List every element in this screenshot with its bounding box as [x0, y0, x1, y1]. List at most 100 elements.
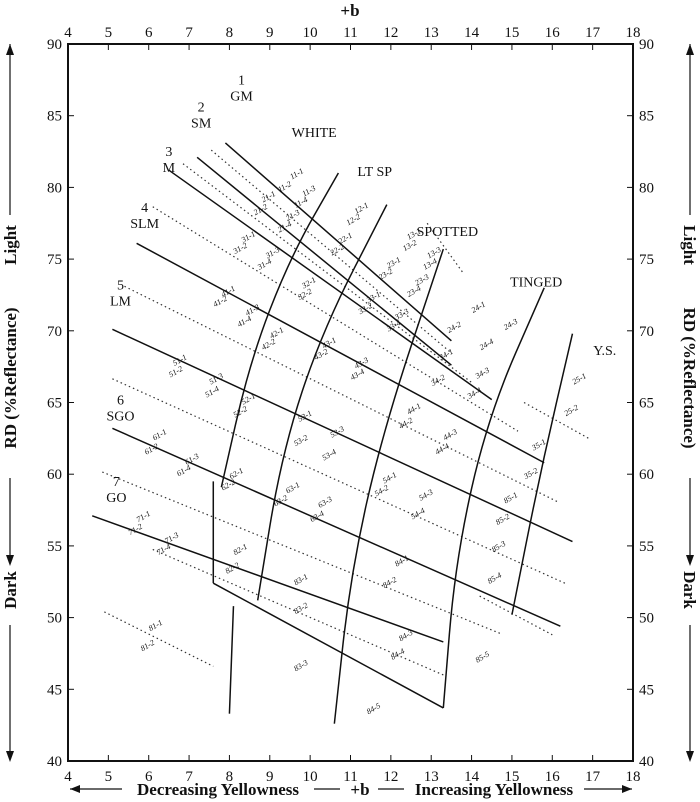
subgrade-dotted-line: [210, 149, 452, 354]
y-tick-label-right: 60: [639, 467, 654, 483]
grade-code-labels: 11-111-2 11-311-421-121-2 21-321-431-131-2…: [127, 166, 588, 716]
grade-code-label: 85-2: [494, 512, 511, 527]
grade-code-label: 24-3: [502, 317, 519, 332]
x-tick-label-bottom: 17: [585, 769, 601, 785]
right-axis-title-group: Light RD (%Reflectance) Dark: [680, 44, 699, 762]
grade-abbr-label: LM: [110, 295, 132, 310]
left-down-arrowhead: [6, 555, 14, 566]
grade-code-label: 13-2: [401, 238, 418, 253]
x-tick-label-top: 16: [545, 25, 561, 41]
grade-code-label: 44-2: [397, 416, 414, 431]
x-tick-label-top: 18: [626, 25, 641, 41]
x-tick-label-top: 14: [464, 25, 480, 41]
grade-code-label: 34-4: [465, 386, 483, 402]
grade-code-label: 24-2: [446, 320, 463, 335]
y-tick-label-right: 50: [639, 611, 654, 627]
grid-layer: [102, 149, 589, 676]
x-tick-label-top: 17: [585, 25, 601, 41]
right-axis-title: RD (%Reflectance): [680, 307, 699, 448]
bottom-axis-title-left: Decreasing Yellowness: [137, 780, 299, 799]
grade-boundary-line: [112, 328, 573, 543]
grade-code-label: 63-3: [316, 495, 333, 510]
grade-code-label: 53-2: [292, 433, 309, 448]
color-boundary-line: [442, 287, 545, 709]
x-tick-label-bottom: 12: [383, 769, 398, 785]
x-tick-label-top: 10: [303, 25, 318, 41]
x-tick-label-top: 5: [105, 25, 113, 41]
grade-code-label: 63-1: [284, 480, 301, 495]
right-up-arrowhead: [686, 44, 694, 55]
x-tick-label-bottom: 7: [185, 769, 193, 785]
bottom-left-arrowhead: [70, 785, 80, 793]
y-tick-label-right: 55: [639, 539, 654, 555]
y-tick-label-left: 85: [47, 109, 62, 125]
grade-code-label: 35-1: [529, 437, 547, 453]
subgrade-dotted-line: [112, 378, 567, 585]
bottom-axis-title-center: +b: [350, 780, 369, 799]
y-tick-label-right: 45: [639, 682, 654, 698]
subgrade-dotted-line: [523, 401, 589, 439]
y-tick-label-left: 45: [47, 682, 62, 698]
color-boundary-line: [256, 204, 388, 601]
grade-code-label: 53-4: [320, 447, 337, 462]
y-tick-label-left: 70: [47, 324, 62, 340]
grade-code-label: 25-2: [563, 403, 580, 418]
grade-code-label: 32-2: [295, 287, 313, 303]
x-tick-label-bottom: 5: [105, 769, 113, 785]
grade-number-label: 5: [117, 279, 124, 294]
grade-code-label: 71-2: [127, 522, 144, 537]
grade-boundary-line: [196, 156, 452, 366]
grade-code-label: 61-2: [143, 442, 160, 457]
grade-abbr-label: GO: [106, 491, 126, 506]
bottom-right-arrowhead: [622, 785, 632, 793]
y-tick-label-right: 80: [639, 180, 654, 196]
grade-code-label: 11-1: [288, 166, 305, 181]
right-bottom-arrowhead: [686, 751, 694, 762]
grade-code-label: 44-4: [433, 442, 450, 457]
y-tick-label-right: 85: [639, 109, 654, 125]
x-tick-label-bottom: 16: [545, 769, 561, 785]
x-tick-label-bottom: 18: [626, 769, 641, 785]
left-up-arrowhead: [6, 44, 14, 55]
color-group-label: Y.S.: [593, 344, 616, 359]
x-tick-label-top: 15: [504, 25, 519, 41]
grade-code-label: 81-2: [139, 638, 156, 653]
grade-code-label: 24-1: [470, 300, 487, 315]
axis-ticks: 4455667788991010111112121313141415151616…: [47, 25, 654, 785]
grade-code-label: 84-4: [389, 647, 406, 662]
x-tick-label-bottom: 10: [303, 769, 318, 785]
grade-abbr-label: SGO: [106, 409, 134, 424]
grade-code-label: 61-1: [151, 427, 168, 442]
y-tick-label-left: 80: [47, 180, 62, 196]
grade-code-label: 84-5: [365, 701, 382, 716]
grade-code-label: 54-4: [409, 506, 426, 521]
x-tick-label-bottom: 11: [343, 769, 357, 785]
grade-code-label: 21-1: [260, 189, 277, 204]
grade-abbr-label: M: [163, 161, 176, 176]
grade-abbr-label: GM: [230, 89, 253, 104]
x-tick-label-top: 12: [383, 25, 398, 41]
x-tick-label-bottom: 15: [504, 769, 519, 785]
y-tick-label-right: 65: [639, 396, 654, 412]
x-tick-label-bottom: 4: [64, 769, 72, 785]
grade-code-label: 53-3: [329, 424, 346, 439]
x-tick-label-top: 6: [145, 25, 153, 41]
y-tick-label-right: 70: [639, 324, 654, 340]
y-tick-label-left: 90: [47, 37, 62, 53]
grade-code-label: 81-1: [147, 618, 164, 633]
y-tick-label-left: 50: [47, 611, 62, 627]
grade-code-label: 83-1: [292, 572, 309, 587]
grade-code-label: 11-2: [276, 179, 293, 194]
grade-boundary-line: [91, 515, 444, 643]
color-group-label: SPOTTED: [417, 225, 478, 240]
grade-number-label: 4: [141, 201, 148, 216]
x-tick-label-top: 8: [226, 25, 234, 41]
grade-code-label: 54-2: [373, 483, 390, 498]
grade-boundary-line: [224, 142, 452, 342]
y-tick-label-right: 90: [639, 37, 654, 53]
subgrade-dotted-line: [479, 595, 553, 636]
grade-boundary-line: [136, 242, 545, 464]
grade-number-label: 2: [198, 101, 205, 116]
